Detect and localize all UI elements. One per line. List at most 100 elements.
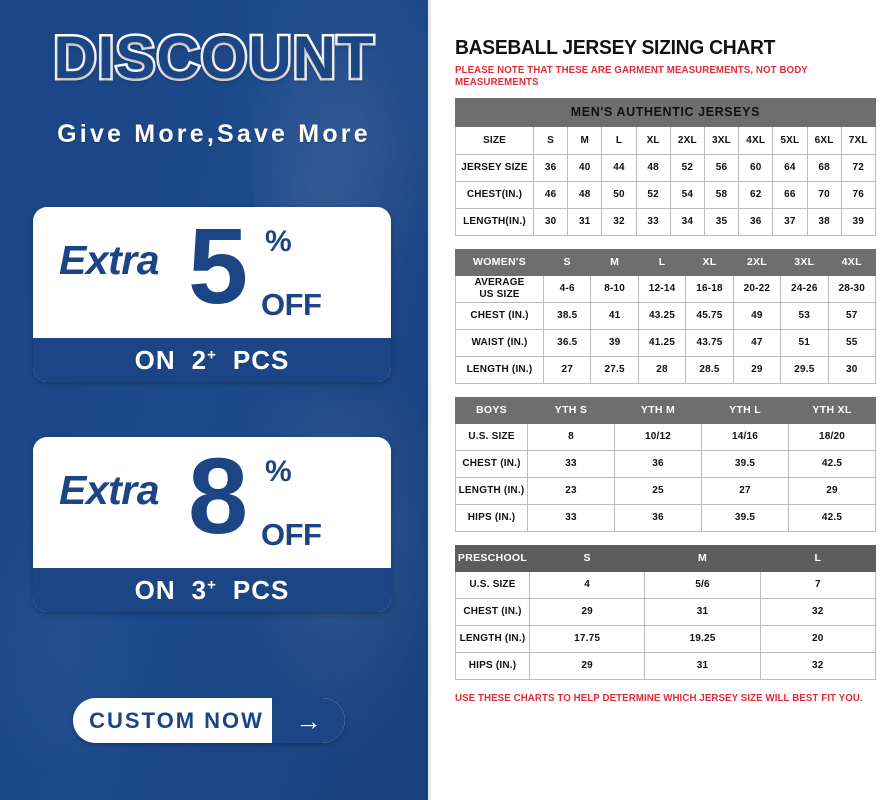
column-header: S xyxy=(532,125,569,155)
table-cell: 20-22 xyxy=(732,274,782,303)
table-cell: 31 xyxy=(567,207,603,236)
column-header: XL xyxy=(635,125,671,155)
row-header: LENGTH (IN.) xyxy=(455,476,528,505)
table-cell: 30 xyxy=(532,207,569,236)
offer-pcs-label: PCS xyxy=(232,574,290,605)
table-cell: 36.5 xyxy=(542,328,592,357)
table-cell: 76 xyxy=(840,180,876,209)
column-header: BOYS xyxy=(455,396,528,424)
column-header: PRESCHOOL xyxy=(455,544,530,572)
table-cell: 45.75 xyxy=(685,301,734,330)
discount-tagline: Give More,Save More xyxy=(57,120,371,148)
table-row: LENGTH (IN.) 17.75 19.25 20 xyxy=(455,624,876,653)
table-cell: 14/16 xyxy=(701,422,789,451)
table-cell: 20 xyxy=(759,624,876,653)
table-row: AVERAGE US SIZE 4-6 8-10 12-14 16-18 20-22 24-2… xyxy=(455,274,876,303)
table-cell: 29 xyxy=(528,651,646,680)
table-cell: 24-26 xyxy=(780,274,829,303)
table-cell: 4 xyxy=(528,570,646,599)
table-cell: 58 xyxy=(703,180,740,209)
arrow-right-icon[interactable]: → xyxy=(272,698,345,743)
table-cell: 29.5 xyxy=(780,355,829,384)
offer-percent-symbol: % xyxy=(265,455,292,488)
table-cell: 32 xyxy=(759,597,876,626)
column-header: L xyxy=(637,248,687,276)
table-cell: 30 xyxy=(827,355,876,384)
sizing-chart-panel: BASEBALL JERSEY SIZING CHART PLEASE NOTE… xyxy=(428,0,888,800)
table-cell: 16-18 xyxy=(685,274,734,303)
column-header: 2XL xyxy=(669,125,705,155)
size-table-women-s: WOMEN'S S M L XL 2XL 3XL 4XL AVERAGE US SIZE 4-6 8-… xyxy=(455,248,876,384)
table-cell: 12-14 xyxy=(637,274,687,303)
column-header: 7XL xyxy=(840,125,876,155)
table-cell: 44 xyxy=(601,153,637,182)
table-cell: 49 xyxy=(732,301,782,330)
row-header: CHEST (IN.) xyxy=(455,597,530,626)
row-header: HIPS (IN.) xyxy=(455,651,530,680)
column-header: M xyxy=(567,125,603,155)
table-row: HIPS (IN.) 29 31 32 xyxy=(455,651,876,680)
table-cell: 57 xyxy=(827,301,876,330)
table-cell: 40 xyxy=(567,153,603,182)
custom-now-button[interactable]: CUSTOM NOW → xyxy=(73,698,345,743)
table-cell: 27.5 xyxy=(590,355,639,384)
table-cell: 52 xyxy=(669,153,705,182)
column-header: 3XL xyxy=(703,125,740,155)
column-header: 4XL xyxy=(827,248,876,276)
table-banner: MEN'S AUTHENTIC JERSEYS xyxy=(455,97,876,127)
table-cell: 56 xyxy=(703,153,740,182)
table-cell: 48 xyxy=(635,153,671,182)
table-cell: 32 xyxy=(759,651,876,680)
table-cell: 37 xyxy=(772,207,808,236)
table-row: CHEST (IN.) 33 36 39.5 42.5 xyxy=(455,449,876,478)
page-title: BASEBALL JERSEY SIZING CHART xyxy=(455,36,776,59)
table-cell: 72 xyxy=(840,153,876,182)
column-header: M xyxy=(590,248,639,276)
discount-heading: DISCOUNT xyxy=(51,24,376,91)
table-cell: 17.75 xyxy=(528,624,646,653)
table-cell: 53 xyxy=(780,301,829,330)
offer-card-8-percent[interactable]: Extra 8 % OFF ON 3+ PCS xyxy=(33,437,391,612)
column-header: S xyxy=(542,248,592,276)
custom-now-label: CUSTOM NOW xyxy=(89,707,264,733)
table-cell: 38 xyxy=(806,207,842,236)
offer-card-5-percent[interactable]: Extra 5 % OFF ON 2+ PCS xyxy=(33,207,391,382)
table-cell: 41 xyxy=(590,301,639,330)
table-cell: 31 xyxy=(644,651,761,680)
table-cell: 48 xyxy=(567,180,603,209)
offer-percent-symbol: % xyxy=(265,225,292,258)
table-cell: 43.75 xyxy=(685,328,734,357)
column-header: M xyxy=(644,544,761,572)
table-cell: 38.5 xyxy=(542,301,592,330)
table-cell: 70 xyxy=(806,180,842,209)
table-cell: 46 xyxy=(532,180,569,209)
row-header: LENGTH (IN.) xyxy=(455,624,530,653)
measurement-note: PLEASE NOTE THAT THESE ARE GARMENT MEASU… xyxy=(455,65,808,89)
column-header: 4XL xyxy=(738,125,774,155)
table-cell: 66 xyxy=(772,180,808,209)
row-header: CHEST (IN.) xyxy=(455,449,528,478)
column-header: XL xyxy=(685,248,734,276)
table-cell: 28.5 xyxy=(685,355,734,384)
offer-condition-bar: ON 2+ PCS xyxy=(33,338,391,382)
table-row: LENGTH(IN.) 30 31 32 33 34 35 36 37 38 39 xyxy=(455,207,876,236)
size-tables-container: MEN'S AUTHENTIC JERSEYS SIZE S M L XL 2XL 3XL 4X… xyxy=(455,97,876,680)
table-cell: 41.25 xyxy=(637,328,687,357)
column-header: L xyxy=(601,125,637,155)
column-header: 3XL xyxy=(780,248,829,276)
row-header: LENGTH (IN.) xyxy=(455,355,544,384)
table-cell: 39.5 xyxy=(701,503,789,532)
table-cell: 33 xyxy=(527,503,615,532)
table-cell: 36 xyxy=(738,207,774,236)
table-cell: 52 xyxy=(635,180,671,209)
table-row: LENGTH (IN.) 23 25 27 29 xyxy=(455,476,876,505)
row-header: AVERAGE US SIZE xyxy=(455,274,544,303)
column-header: YTH L xyxy=(701,396,789,424)
offer-card-body: Extra 5 % OFF xyxy=(33,207,391,338)
column-header: YTH S xyxy=(527,396,615,424)
column-header: 5XL xyxy=(772,125,808,155)
table-row: JERSEY SIZE 36 40 44 48 52 56 60 64 68 72 xyxy=(455,153,876,182)
size-table-preschool: PRESCHOOL S M L U.S. SIZE 4 5/6 7 CHEST (IN.) 29 3… xyxy=(455,544,876,680)
table-row: LENGTH (IN.) 27 27.5 28 28.5 29 29.5 30 xyxy=(455,355,876,384)
